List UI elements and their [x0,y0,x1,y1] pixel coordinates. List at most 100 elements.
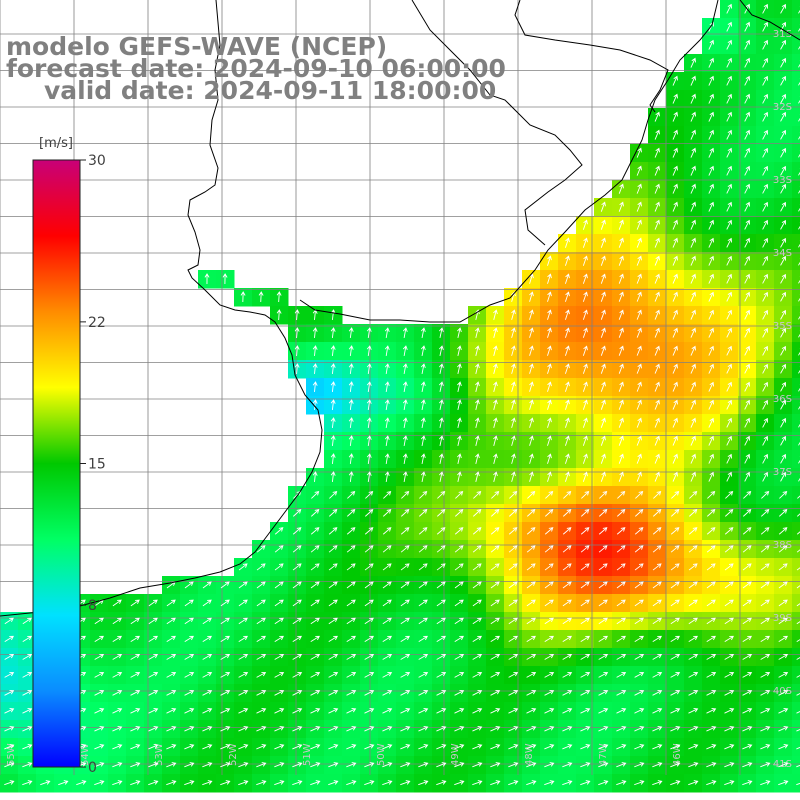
wind-arrow [760,689,771,696]
wind-arrow [582,363,588,374]
wind-arrow [312,399,318,411]
wind-arrow [508,581,518,589]
wind-arrow [490,509,500,517]
wind-arrow [780,219,787,230]
wind-arrow [166,671,177,678]
wind-arrow [475,417,480,428]
wind-arrow [382,563,392,571]
wind-arrow [529,435,534,446]
wind-cell [792,522,800,541]
wind-arrow [312,345,318,357]
wind-arrow [708,219,714,230]
wind-arrow [618,219,624,230]
wind-cell [792,468,800,487]
wind-arrow [400,780,411,786]
wind-arrow [778,708,789,714]
wind-arrow [472,545,482,553]
wind-cell [792,630,800,649]
wind-arrow [652,545,662,553]
wind-cell [792,738,800,757]
wind-arrow [708,129,714,140]
wind-arrow [652,762,663,768]
wind-arrow [634,635,644,643]
wind-arrow [202,780,213,786]
wind-arrow [328,689,339,696]
wind-arrow [616,762,627,768]
wind-arrow [400,563,410,571]
wind-arrow [600,471,606,482]
wind-arrow [148,635,158,643]
latitude-label: 33S [773,175,792,186]
wind-arrow [346,581,356,589]
wind-arrow [382,726,393,732]
wind-arrow [726,255,732,266]
wind-arrow [616,617,626,625]
wind-arrow [744,165,751,176]
wind-arrow [490,780,501,786]
wind-arrow [312,381,318,393]
wind-arrow [204,273,210,285]
wind-arrow [454,581,464,589]
wind-arrow [562,653,573,660]
longitude-label: 48W [524,743,535,766]
wind-arrow [364,617,374,625]
wind-arrow [94,653,105,660]
wind-arrow [508,599,518,607]
wind-arrow [490,671,501,678]
wind-arrow [654,327,660,338]
wind-arrow [724,653,735,660]
wind-arrow [454,762,465,768]
coast-inland [411,0,583,246]
wind-arrow [238,581,248,589]
wind-arrow [742,653,753,660]
wind-arrow [364,671,375,678]
wind-arrow [708,345,714,356]
wind-arrow [4,653,15,660]
wind-arrow [672,147,678,158]
wind-arrow [475,453,480,464]
wind-arrow [547,309,552,320]
wind-arrow [672,183,678,194]
wind-arrow [292,780,303,786]
wind-arrow [690,129,696,140]
wind-arrow [529,345,534,356]
wind-arrow [798,474,800,482]
wind-arrow [672,327,678,338]
wind-arrow [330,417,336,429]
wind-arrow [436,653,447,660]
wind-arrow [348,399,354,411]
wind-arrow [742,671,753,678]
wind-arrow [112,671,123,678]
wind-arrow [634,545,644,553]
wind-arrow [438,435,444,446]
wind-arrow [652,509,662,517]
wind-arrow [544,726,555,732]
wind-arrow [346,744,357,750]
wind-arrow [724,762,735,768]
wind-arrow [798,366,800,374]
wind-arrow [652,581,662,589]
wind-arrow [598,653,609,660]
wind-arrow [672,471,678,482]
wind-arrow [402,363,408,375]
wind-arrow [654,453,660,464]
wind-arrow [726,327,732,338]
wind-arrow [491,490,500,499]
wind-arrow [418,744,429,750]
latitude-label: 36S [773,394,792,405]
wind-arrow [654,183,660,194]
wind-arrow [708,435,714,446]
wind-arrow [796,567,800,571]
wind-arrow [690,399,696,410]
wind-arrow [706,509,716,517]
wind-arrow [600,453,606,464]
wind-arrow [382,744,393,750]
wind-arrow [706,581,716,589]
wind-arrow [454,671,465,678]
wind-arrow [400,708,411,714]
wind-arrow [690,165,696,176]
wind-arrow [166,708,177,714]
wind-arrow [418,671,429,678]
wind-cell [792,198,800,217]
